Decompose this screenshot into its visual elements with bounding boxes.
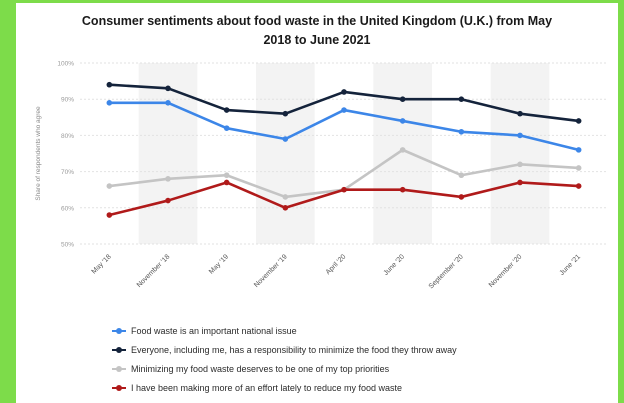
chart-legend: Food waste is an important national issu… (112, 321, 612, 397)
legend-swatch (112, 326, 126, 336)
data-point (399, 147, 406, 153)
data-point (106, 81, 113, 88)
legend-label: Everyone, including me, has a responsibi… (131, 344, 457, 355)
data-point (223, 172, 230, 179)
chart-title-line-2: 2018 to June 2021 (263, 33, 371, 47)
plot-band (490, 63, 550, 244)
data-point (517, 161, 523, 168)
data-point (399, 118, 406, 124)
data-point (165, 85, 171, 92)
legend-swatch (112, 364, 126, 374)
y-tick-label: 50% (61, 242, 74, 249)
x-tick-label: June '21 (559, 253, 583, 277)
chart-title: Consumer sentiments about food waste in … (16, 12, 618, 50)
data-point (517, 179, 523, 186)
legend-label: Food waste is an important national issu… (131, 325, 297, 336)
data-point (282, 110, 289, 117)
chart-card: Consumer sentiments about food waste in … (16, 3, 618, 403)
data-point (575, 183, 582, 189)
data-point (106, 212, 113, 218)
data-point (458, 194, 465, 200)
legend-item[interactable]: Everyone, including me, has a responsibi… (112, 340, 612, 359)
x-tick-label: November '20 (488, 253, 524, 289)
legend-swatch (112, 345, 126, 355)
data-point (399, 96, 406, 102)
data-point (165, 197, 171, 204)
legend-item[interactable]: I have been making more of an effort lat… (112, 378, 612, 397)
y-tick-label: 80% (61, 133, 74, 140)
legend-swatch (112, 383, 126, 393)
data-point (165, 100, 171, 106)
y-tick-label: 90% (61, 97, 74, 104)
x-tick-label: May '18 (91, 253, 113, 275)
y-axis-title: Share of respondents who agree (35, 106, 42, 201)
data-point (458, 128, 465, 135)
data-point (106, 183, 113, 189)
x-tick-label: September '20 (428, 253, 465, 290)
data-point (282, 194, 289, 200)
x-tick-label: April '20 (325, 253, 348, 276)
data-point (341, 186, 347, 193)
legend-item[interactable]: Food waste is an important national issu… (112, 321, 612, 340)
chart-title-line-1: Consumer sentiments about food waste in … (81, 14, 553, 28)
data-point (282, 205, 289, 211)
data-point (517, 132, 523, 139)
data-point (575, 147, 582, 153)
plot-band (138, 63, 198, 244)
data-point (223, 179, 230, 186)
data-point (223, 125, 230, 131)
plot-band (373, 63, 432, 244)
line-chart: 50% 60% 70% 80% 90% 100% Share of respondents … (35, 61, 608, 290)
data-point (517, 110, 523, 117)
data-point (575, 118, 582, 124)
y-tick-label: 70% (61, 169, 74, 176)
data-point (575, 165, 582, 171)
x-tick-label: May '19 (208, 253, 230, 275)
x-tick-label: June '20 (383, 253, 407, 277)
data-point (282, 136, 289, 142)
y-tick-label: 60% (61, 205, 74, 212)
data-point (223, 107, 230, 113)
data-point (341, 89, 347, 95)
legend-item[interactable]: Minimizing my food waste deserves to be … (112, 359, 612, 378)
legend-label: Minimizing my food waste deserves to be … (131, 363, 390, 374)
y-tick-label: 100% (57, 61, 74, 68)
x-tick-label: November '18 (136, 253, 172, 289)
x-tick-label: November '19 (253, 253, 289, 289)
legend-label: I have been making more of an effort lat… (131, 382, 402, 393)
data-point (165, 176, 171, 182)
plot-band (256, 63, 315, 244)
data-point (106, 100, 113, 106)
data-point (399, 186, 406, 193)
data-point (458, 96, 465, 102)
data-point (458, 172, 465, 179)
data-point (341, 107, 347, 113)
